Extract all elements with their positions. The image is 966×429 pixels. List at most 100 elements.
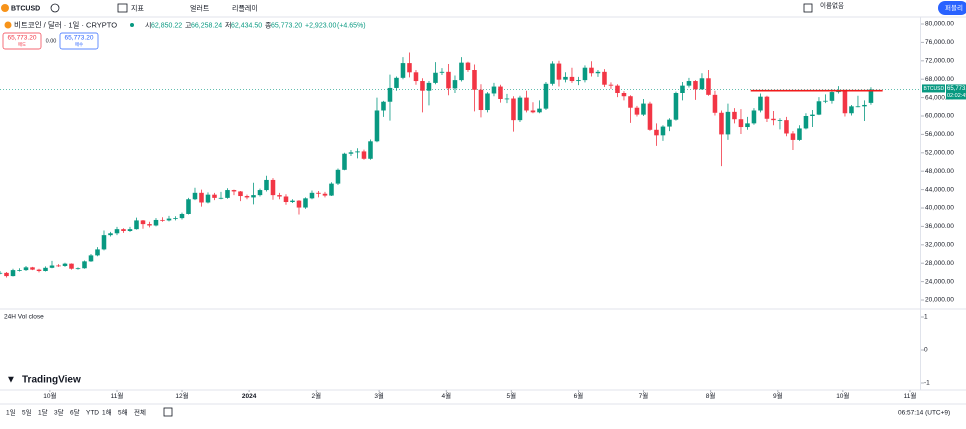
candle-body xyxy=(758,96,763,111)
candle-body xyxy=(88,255,94,262)
range-button[interactable]: 6달 xyxy=(70,409,80,417)
range-button[interactable]: 3달 xyxy=(54,409,64,417)
candle-body xyxy=(348,152,354,154)
range-button[interactable]: 1달 xyxy=(38,409,48,417)
symbol-icon xyxy=(1,4,9,12)
change: +2,923.00 xyxy=(305,22,336,29)
candle-body xyxy=(699,78,705,90)
candle-body xyxy=(10,270,16,277)
buy-button[interactable] xyxy=(59,32,99,50)
candle-body xyxy=(660,126,666,136)
candle-body xyxy=(582,67,588,81)
candle-body xyxy=(641,103,646,115)
range-button[interactable]: 1해 xyxy=(102,408,112,417)
y-tick-label: 48,000.00 xyxy=(925,168,954,175)
legend: 비트코인 / 달러 · 1일 · CRYPTO 65,773.20 매도 0.0… xyxy=(2,19,134,50)
legend-name: 비트코인 / 달러 · 1일 · CRYPTO xyxy=(14,19,117,29)
candle-body xyxy=(368,141,373,159)
candle-body xyxy=(504,98,510,100)
buy-price: 65,773.20 xyxy=(65,35,94,42)
candle-body xyxy=(667,119,672,127)
x-tick-label: 7월 xyxy=(639,391,649,400)
candle-body xyxy=(413,72,419,82)
candle-body xyxy=(283,196,289,203)
candle-body xyxy=(491,86,497,94)
x-tick-label: 5월 xyxy=(507,391,517,400)
publish-button[interactable] xyxy=(938,1,966,15)
range-button[interactable]: 1일 xyxy=(6,408,16,417)
layout-icon xyxy=(803,3,813,13)
clock: 06:57:14 (UTC+9) xyxy=(898,410,950,417)
ohlc-prefix: 종 xyxy=(265,21,272,29)
candle-body xyxy=(355,151,360,153)
volume-tick-label: 0 xyxy=(924,347,928,354)
range-button[interactable]: 전체 xyxy=(134,408,146,417)
candle-body xyxy=(823,100,828,102)
candle-body xyxy=(485,93,490,111)
date-range-icon[interactable] xyxy=(163,407,173,417)
candle-body xyxy=(238,191,243,197)
candle-body xyxy=(173,218,178,219)
candle-body xyxy=(556,63,562,80)
candle-body xyxy=(56,265,61,267)
candle-body xyxy=(810,114,815,116)
candle-body xyxy=(225,190,230,198)
last-price-symbol-box xyxy=(922,84,945,93)
ohlc-value: 62,434.50 xyxy=(231,22,262,29)
candle-body xyxy=(212,194,217,198)
y-tick-label: 68,000.00 xyxy=(925,76,954,83)
candle-body xyxy=(303,198,308,208)
candle-body xyxy=(569,76,575,82)
sell-button[interactable] xyxy=(2,32,42,50)
candle-body xyxy=(251,195,256,198)
replay[interactable]: 리플레이 xyxy=(232,3,258,12)
ohlc-value: 65,773.20 xyxy=(271,22,302,29)
last-price-label: 65,773.20 xyxy=(947,86,966,92)
symbol[interactable]: BTCUSD xyxy=(11,5,40,12)
indicators[interactable]: 지표 xyxy=(131,3,144,12)
candle-body xyxy=(257,190,263,196)
candle-body xyxy=(465,62,471,70)
candle-body xyxy=(589,67,594,74)
x-tick-label: 9월 xyxy=(773,391,783,400)
candle-body xyxy=(537,108,542,113)
candle-body xyxy=(732,111,737,120)
candle-body xyxy=(82,261,87,269)
y-tick-label: 32,000.00 xyxy=(925,242,954,249)
alerts[interactable]: 얼러트 xyxy=(190,3,210,12)
candle-body xyxy=(49,265,55,268)
candle-body xyxy=(647,103,653,130)
range-button[interactable]: 5해 xyxy=(118,408,128,417)
ohlc-prefix: 고 xyxy=(185,21,192,29)
candle-body xyxy=(433,72,438,83)
candle-body xyxy=(108,233,113,236)
candle-body xyxy=(407,63,412,73)
last-price-box xyxy=(946,84,966,100)
candle-body xyxy=(517,97,523,121)
candle-body xyxy=(329,183,334,196)
candle-body xyxy=(797,128,802,140)
x-tick-label: 3월 xyxy=(374,391,384,400)
candle-body xyxy=(127,229,133,231)
x-tick-label: 12월 xyxy=(175,391,188,400)
candle-body xyxy=(30,267,35,270)
candle-body xyxy=(608,84,614,86)
volume-title: 24H Vol close xyxy=(4,314,44,321)
candle-body xyxy=(712,94,718,113)
sell-caption: 매도 xyxy=(18,41,26,48)
candle-body xyxy=(309,192,315,199)
candle-body xyxy=(192,192,198,200)
y-tick-label: 44,000.00 xyxy=(925,186,954,193)
range-button[interactable]: 5일 xyxy=(22,408,32,417)
add-symbol[interactable] xyxy=(50,3,60,13)
candle-body xyxy=(95,249,100,256)
candle-body xyxy=(777,120,783,121)
branding-text: TradingView xyxy=(22,375,81,386)
candle-body xyxy=(595,71,601,74)
ohlc-value: 62,850.22 xyxy=(151,22,182,29)
layout-name[interactable]: 이름없음 xyxy=(820,1,844,10)
range-button[interactable]: YTD xyxy=(86,410,99,417)
candle-body xyxy=(511,98,516,121)
y-tick-label: 20,000.00 xyxy=(925,297,954,304)
